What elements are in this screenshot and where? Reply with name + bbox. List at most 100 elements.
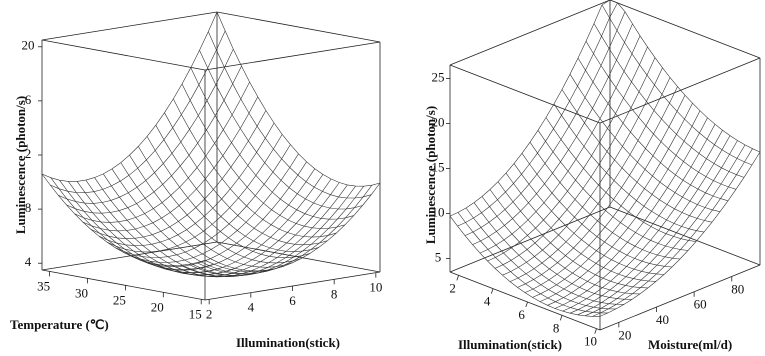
y-tick-label: 60 [694, 297, 707, 312]
surface-mesh [216, 11, 381, 187]
surface-mesh [577, 57, 729, 202]
x-tick [559, 315, 563, 321]
y-axis-title: Moisture(ml/d) [648, 337, 732, 352]
x-tick [490, 288, 494, 294]
surface-mesh [489, 189, 641, 295]
box-edge [41, 39, 206, 71]
z-tick-label: 2 [25, 146, 32, 161]
z-tick-label: 8 [25, 200, 32, 215]
y-tick-label: 40 [656, 312, 669, 327]
surface-mesh [199, 50, 363, 210]
x-tick-label: 10 [584, 334, 597, 349]
box-edge [599, 264, 761, 331]
surface-mesh [90, 110, 267, 239]
surface-mesh [98, 122, 275, 246]
x-tick-label: 2 [206, 306, 213, 321]
surface-mesh [502, 67, 663, 276]
x-tick [594, 328, 597, 334]
box-edge [216, 11, 381, 43]
surface-mesh [115, 144, 291, 258]
surface-mesh [569, 74, 721, 212]
x-tick-label: 4 [484, 294, 491, 309]
box-edge [609, 0, 761, 59]
y-tick-label: 15 [189, 306, 202, 321]
surface-mesh [164, 182, 340, 277]
surface-mesh [190, 67, 354, 220]
surface-mesh [562, 130, 723, 312]
surface-mesh [138, 146, 302, 264]
surface-mesh [505, 172, 657, 282]
z-tick-label: 5 [435, 249, 442, 264]
z-tick-label: 20 [432, 114, 445, 129]
surface-mesh [517, 86, 678, 288]
box-edge [449, 64, 601, 124]
surface-mesh [487, 46, 648, 262]
surface-mesh [537, 130, 689, 251]
surface-mesh [181, 83, 346, 229]
surface-mesh [494, 57, 656, 269]
z-tick-label: 6 [25, 92, 32, 107]
surface-mesh [208, 31, 372, 199]
surface-mesh [481, 196, 633, 300]
z-tick-label: 4 [25, 254, 32, 269]
x-tick-label: 8 [553, 320, 560, 335]
surface-mesh [529, 142, 681, 260]
surface-mesh [146, 136, 311, 259]
surface-mesh [479, 35, 641, 254]
box-edge [449, 271, 601, 331]
surface-mesh [593, 23, 745, 178]
y-tick-label: 80 [731, 281, 744, 296]
x-tick-label: 6 [289, 293, 296, 308]
x-tick-label: 8 [331, 286, 338, 301]
x-tick [525, 301, 528, 308]
box-edge [41, 11, 218, 41]
surface-mesh [74, 81, 250, 223]
box-edge [599, 57, 761, 124]
box-edge [204, 41, 381, 71]
z-tick-label: 20 [22, 38, 35, 53]
y-tick-label: 20 [618, 327, 631, 342]
x-axis-title: Illumination(stick) [458, 337, 562, 352]
box-edge [449, 0, 611, 66]
surface-mesh [553, 103, 705, 233]
z-axis-title: Luminescence (photon/s) [423, 106, 438, 244]
x-tick-label: 6 [518, 307, 525, 322]
surface-mesh [82, 96, 259, 232]
surface-mesh [68, 181, 232, 276]
surface-mesh [173, 98, 337, 238]
x-tick-label: 10 [369, 280, 382, 295]
surface-mesh [188, 186, 364, 277]
y-tick-label: 25 [113, 292, 126, 307]
surface-mesh [58, 48, 234, 204]
y-axis-title: Temperature (℃) [10, 317, 109, 332]
surface-mesh [472, 23, 633, 245]
x-tick [456, 275, 459, 281]
surface-mesh [50, 30, 226, 194]
surface-mesh [609, 0, 761, 153]
y-tick-label: 35 [37, 278, 50, 293]
surface-mesh [449, 0, 611, 217]
z-axis-title: Luminescence (photon/s) [13, 96, 28, 234]
surface-mesh [585, 41, 737, 190]
surface-mesh [41, 11, 218, 182]
surface-mesh [561, 89, 713, 223]
x-tick-label: 4 [248, 300, 255, 315]
surface-mesh [457, 2, 618, 227]
x-axis-title: Illumination(stick) [236, 335, 340, 350]
z-tick-label: 25 [432, 69, 445, 84]
surface-mesh [532, 103, 693, 298]
surface-mesh [123, 153, 299, 263]
surface-mesh [164, 112, 328, 246]
y-tick-label: 20 [151, 299, 164, 314]
surface-mesh [601, 4, 753, 166]
surface-mesh [545, 117, 697, 242]
box-edge [216, 241, 381, 273]
box-edge [41, 241, 218, 271]
surface-mesh [155, 125, 319, 252]
surface-mesh [464, 11, 626, 236]
box-edge [41, 269, 206, 301]
z-tick-label: 10 [432, 204, 445, 219]
box-edge [449, 206, 611, 273]
surface-mesh [509, 77, 671, 282]
